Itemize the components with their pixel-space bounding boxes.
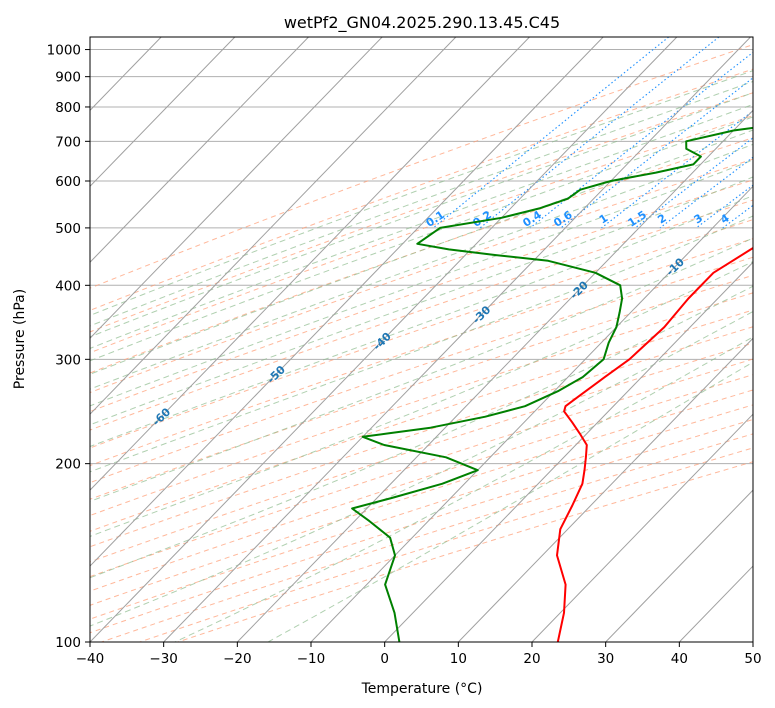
x-tick-label: −20 [223,651,252,667]
dry-adiabat [90,326,753,548]
moist-adiabat [90,80,753,327]
isotherm-line [90,37,530,491]
mixing-ratio-label: 4 [718,211,732,226]
x-tick-label: 40 [671,651,688,667]
mixing-ratio-line [479,37,720,229]
dry-adiabat [90,274,753,500]
x-tick-label: −40 [76,651,105,667]
mixing-ratio-label: 1 [597,211,611,226]
moist-adiabat [90,215,753,473]
isotherm-line [531,413,753,642]
y-tick-label: 200 [55,457,81,473]
mixing-ratio-label: 0.6 [551,208,575,230]
dry-adiabat [101,433,753,642]
moist-adiabat [90,103,753,349]
x-tick-label: 50 [744,651,761,667]
isotherm-line [90,37,604,567]
dry-adiabat [90,44,753,289]
moist-adiabat [90,129,753,375]
isotherm-line [90,37,678,642]
x-tick-label: 30 [597,651,614,667]
mixing-ratio-line [601,110,753,229]
dry-adiabat [90,92,753,333]
isotherm-line [236,109,753,642]
x-tick-label: 20 [523,651,540,667]
mixing-ratio-line [695,184,753,229]
y-tick-label: 900 [55,70,81,86]
isotherm-line [90,37,457,415]
moist-adiabat [90,285,753,579]
y-axis-label: Pressure (hPa) [12,289,28,389]
isotherm-line [90,37,309,263]
dry-adiabat [90,238,753,467]
y-tick-label: 400 [55,278,81,294]
chart-title: wetPf2_GN04.2025.290.13.45.C45 [284,13,560,33]
x-tick-label: 10 [450,651,467,667]
mixing-ratio-line [560,77,753,229]
mixing-ratio-line [659,156,753,229]
dry-adiabat [90,418,753,634]
moist-adiabat [90,261,753,537]
y-tick-label: 100 [55,635,81,651]
isotherm-line [90,37,383,339]
isotherm-line [310,185,753,642]
dewpoint-profile-line [351,126,753,642]
plot-frame [89,36,754,643]
moist-adiabat [90,310,753,627]
x-tick-label: −10 [297,651,326,667]
temperature-profile-line [556,246,753,642]
isotherm-line [605,489,753,642]
axis-ticks: −40 −30 −20 −10 0 10 20 30 40 50 1000 900 800 700 600 5… [47,43,762,667]
moist-adiabat [90,116,753,362]
x-tick-label: 0 [380,651,389,667]
mixing-ratio-line [722,204,753,229]
y-tick-label: 500 [55,221,81,237]
y-tick-label: 800 [55,100,81,116]
isotherm-line [752,641,753,642]
moist-adiabat [90,92,753,338]
mixing-ratio-line [432,37,670,229]
mixing-ratio-label: 6 [757,211,771,226]
background-lines [90,37,775,642]
moist-adiabat [90,176,753,426]
x-axis-label: Temperature (°C) [361,681,483,697]
mixing-ratio-label: 3 [692,211,706,226]
moist-adiabat [90,159,753,407]
moist-adiabat [90,70,753,316]
profile-lines [351,126,753,642]
dry-adiabat [90,374,753,592]
isotherm-line [384,261,753,642]
isotherm-line [163,37,751,642]
moist-adiabat [90,143,753,390]
dry-adiabat [90,199,753,431]
isotherm-label: -70 [22,461,46,484]
moist-adiabat [90,237,753,502]
y-tick-label: 300 [55,352,81,368]
y-tick-label: 600 [55,174,81,190]
mixing-ratio-label: 1.5 [626,208,649,230]
y-tick-label: 1000 [47,43,81,59]
mixing-ratio-line [762,37,775,228]
moist-adiabat [267,361,753,642]
x-tick-label: −30 [149,651,178,667]
mixing-ratio-line [634,137,753,229]
dry-adiabat [90,292,753,517]
moist-adiabat [90,195,753,448]
dry-adiabat [90,137,753,374]
y-tick-label: 700 [55,134,81,150]
isotherm-line [90,37,236,188]
mixing-ratio-label: 2 [655,211,669,226]
isotherm-line [457,337,753,642]
